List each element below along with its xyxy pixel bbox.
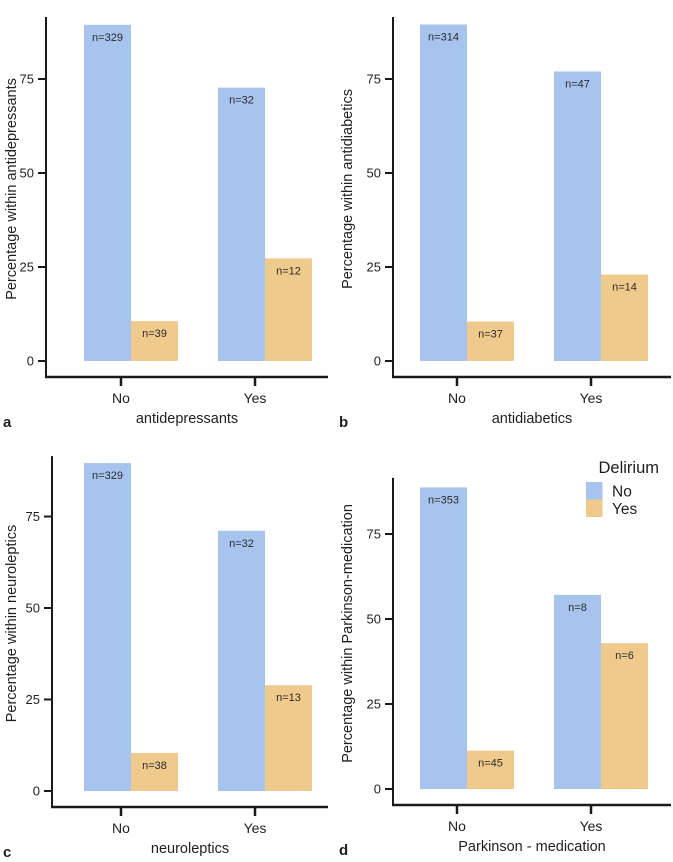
chart-c: n=329 n=38 n=32 n=13 0 25 50 75 No Yes neuroleptic…	[3, 456, 328, 861]
x-category-label: Yes	[580, 818, 603, 834]
bar-b-yes-yes	[601, 274, 648, 361]
y-tick-label: 25	[367, 260, 381, 275]
bar-b-no-yes	[467, 321, 514, 361]
bar-count-label: n=13	[276, 692, 301, 704]
x-category-label: Yes	[244, 820, 267, 836]
bar-d-no-yes	[467, 750, 514, 789]
y-tick-label: 75	[367, 527, 381, 542]
bar-a-yes-no	[218, 87, 265, 361]
y-tick-label: 50	[20, 166, 34, 181]
bar-count-label: n=329	[92, 32, 123, 44]
y-tick-label: 25	[367, 697, 381, 712]
y-tick-label: 0	[374, 354, 381, 369]
y-tick-label: 25	[26, 692, 40, 707]
x-axis-title: antidepressants	[136, 411, 238, 427]
panel-c: n=329 n=38 n=32 n=13 0 25 50 75 No Yes neuroleptic…	[0, 431, 336, 862]
bar-count-label: n=14	[612, 282, 637, 294]
legend-label-yes: Yes	[612, 501, 638, 518]
bar-count-label: n=38	[142, 760, 167, 772]
bar-count-label: n=12	[276, 265, 301, 277]
bar-count-label: n=6	[615, 650, 634, 662]
y-tick-label: 50	[367, 612, 381, 627]
y-axis-title: Percentage within neuroleptics	[4, 525, 20, 722]
bar-count-label: n=8	[568, 602, 587, 614]
bar-d-no-no	[420, 487, 467, 789]
bar-count-label: n=39	[142, 328, 167, 340]
x-category-label: Yes	[580, 390, 603, 406]
chart-a: n=329 n=39 n=32 n=12 0 25 50 75 No Yes antidepress…	[3, 16, 328, 431]
bar-b-no-no	[420, 24, 467, 361]
bar-c-yes-yes	[265, 685, 312, 791]
bar-a-yes-yes	[265, 258, 312, 361]
panel-letter-b: b	[339, 414, 348, 431]
bar-count-label: n=353	[428, 494, 459, 506]
x-axis-title: antidiabetics	[492, 411, 573, 427]
bar-a-no-yes	[131, 321, 178, 361]
panel-a: n=329 n=39 n=32 n=12 0 25 50 75 No Yes antidepress…	[0, 0, 336, 431]
x-category-label: No	[448, 390, 466, 406]
panel-letter-c: c	[3, 844, 11, 861]
x-category-label: No	[448, 818, 466, 834]
bar-a-no-no	[84, 24, 131, 362]
y-axis-title: Percentage within Parkinson-medication	[340, 504, 356, 763]
bar-count-label: n=47	[565, 78, 590, 90]
y-axis-title: Percentage within antidepressants	[4, 78, 20, 300]
bar-c-yes-no	[218, 530, 265, 791]
legend-swatch-yes	[586, 499, 603, 517]
panel-letter-d: d	[339, 842, 348, 859]
bar-c-no-no	[84, 463, 131, 791]
y-tick-label: 25	[20, 260, 34, 275]
panel-letter-a: a	[3, 414, 12, 431]
y-tick-label: 0	[33, 784, 40, 799]
x-category-label: Yes	[244, 390, 267, 406]
bar-count-label: n=37	[478, 329, 503, 341]
y-tick-label: 50	[26, 601, 40, 616]
bar-b-yes-no	[554, 71, 601, 361]
panel-b: n=314 n=37 n=47 n=14 0 25 50 75 No Yes antidiabeti…	[336, 0, 673, 431]
bar-d-yes-no	[554, 594, 601, 789]
y-axis-title: Percentage within antidiabetics	[340, 89, 356, 289]
bar-d-yes-yes	[601, 643, 648, 789]
bar-c-no-yes	[131, 752, 178, 791]
y-tick-label: 50	[367, 166, 381, 181]
legend-label-no: No	[612, 484, 632, 501]
legend-title: Delirium	[598, 459, 659, 477]
y-tick-label: 75	[367, 72, 381, 87]
bar-count-label: n=45	[478, 758, 503, 770]
y-tick-label: 75	[26, 509, 40, 524]
legend-swatch-no	[586, 482, 603, 500]
panel-d: n=353 n=45 n=8 n=6 0 25 50 75 No Yes Parkinson - m…	[336, 431, 673, 862]
y-tick-label: 75	[20, 72, 34, 87]
x-category-label: No	[112, 820, 130, 836]
x-axis-title: Parkinson - medication	[458, 839, 606, 855]
y-tick-label: 0	[374, 782, 381, 797]
bar-count-label: n=32	[229, 95, 254, 107]
bar-count-label: n=314	[428, 31, 459, 43]
y-tick-label: 0	[27, 354, 34, 369]
x-category-label: No	[112, 390, 130, 406]
chart-b: n=314 n=37 n=47 n=14 0 25 50 75 No Yes antidiabeti…	[339, 16, 671, 431]
x-axis-title: neuroleptics	[151, 841, 229, 857]
bar-count-label: n=329	[92, 470, 123, 482]
bar-count-label: n=32	[229, 538, 254, 550]
